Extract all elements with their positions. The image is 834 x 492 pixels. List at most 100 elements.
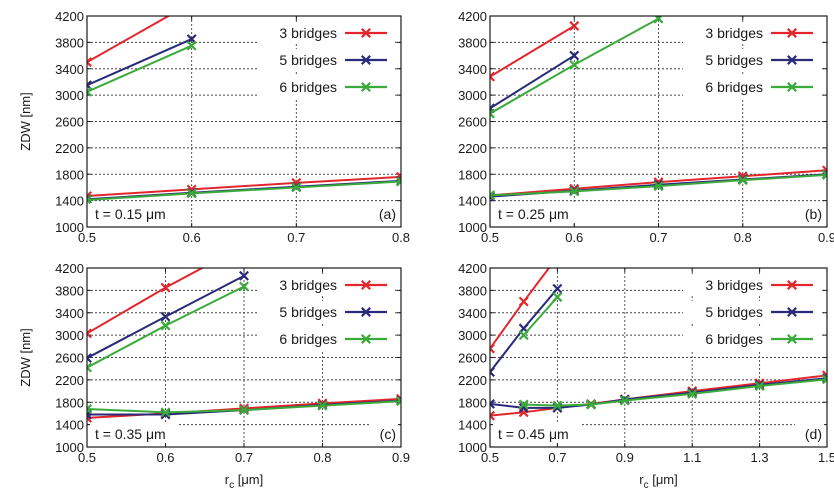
y-tick-label: 2200 <box>458 373 487 388</box>
series-line <box>87 44 193 93</box>
series-3-bridges-upper <box>87 16 171 68</box>
legend-bg <box>257 328 395 350</box>
data-point-marker <box>87 86 92 97</box>
panel-label: (a) <box>379 206 396 222</box>
data-point-marker <box>239 405 249 416</box>
legend-swatch-marker <box>787 82 797 92</box>
panel-label-bg <box>795 203 824 223</box>
x-tick-label: 0.6 <box>565 230 583 245</box>
y-tick-label: 3400 <box>458 306 487 321</box>
series-5-bridges-upper <box>87 34 197 91</box>
plot-frame <box>86 15 402 228</box>
y-tick-label: 3800 <box>458 35 487 50</box>
series-5-bridges-upper <box>490 283 563 378</box>
legend-label: 5 bridges <box>705 52 763 68</box>
data-point-marker <box>239 281 249 292</box>
y-tick-label: 3400 <box>55 62 84 77</box>
data-point-marker <box>160 311 171 322</box>
x-tick-label: 1.1 <box>683 450 701 465</box>
y-tick-label: 1000 <box>55 440 84 455</box>
series-5-bridges-upper <box>490 50 580 114</box>
x-axis-label: rc [μm] <box>225 472 264 491</box>
series-line <box>87 16 171 64</box>
legend-label: 3 bridges <box>705 277 763 293</box>
y-tick-label: 4200 <box>55 9 84 24</box>
legend-bg <box>683 76 821 98</box>
plot-area <box>490 16 827 202</box>
series-6-bridges-lower <box>490 169 827 201</box>
data-point-marker <box>160 282 171 293</box>
data-point-marker <box>490 190 495 201</box>
data-point-marker <box>518 330 529 341</box>
series-6-bridges-lower <box>87 176 401 205</box>
x-tick-label: 0.8 <box>313 450 331 465</box>
series-line <box>87 180 401 201</box>
data-point-marker <box>653 181 664 192</box>
series-3-bridges-lower <box>490 165 827 201</box>
x-tick-label: 0.7 <box>548 450 566 465</box>
thickness-annotation: t = 0.25 μm <box>498 206 569 222</box>
legend-label: 3 bridges <box>705 25 763 41</box>
legend: 3 bridges 5 bridges 6 bridges <box>683 274 821 350</box>
y-tick-label: 1800 <box>55 167 84 182</box>
y-tick-label: 1400 <box>458 194 487 209</box>
data-point-marker <box>552 283 563 294</box>
x-tick-label: 0.5 <box>78 450 96 465</box>
data-point-marker <box>396 176 401 187</box>
y-tick-label: 2600 <box>458 351 487 366</box>
series-6-bridges-upper <box>87 40 197 97</box>
legend-swatch-marker <box>361 55 371 65</box>
data-point-marker <box>569 20 580 31</box>
legend-swatch-marker <box>787 55 797 65</box>
y-tick-label: 3000 <box>458 328 487 343</box>
x-tick-label: 0.5 <box>78 230 96 245</box>
annotation-bg <box>90 423 178 443</box>
data-point-marker <box>586 399 597 410</box>
legend-bg <box>257 22 395 44</box>
plot-area <box>490 268 827 421</box>
legend-bg <box>257 49 395 71</box>
data-point-marker <box>490 108 495 119</box>
panel-4: 1000 1400 1800 2200 2600 3000 3400 3800 4200 0.5 0… <box>458 261 834 491</box>
y-tick-label: 3000 <box>458 88 487 103</box>
panel-label-bg <box>369 203 398 223</box>
plot-frame <box>86 267 402 448</box>
legend-label: 6 bridges <box>705 79 763 95</box>
data-point-marker <box>490 410 495 421</box>
legend-bg <box>683 301 821 323</box>
legend-swatch-marker <box>787 28 797 38</box>
y-tick-label: 3400 <box>55 306 84 321</box>
annotation-bg <box>90 203 178 223</box>
data-point-marker <box>619 395 630 406</box>
panel-1: 1000 1400 1800 2200 2600 3000 3400 3800 4200 0.5 0… <box>18 9 410 245</box>
data-point-marker <box>490 398 495 409</box>
data-point-marker <box>160 320 171 331</box>
panel-label: (c) <box>380 426 396 442</box>
legend-bg <box>257 301 395 323</box>
data-point-marker <box>737 175 748 186</box>
data-point-marker <box>490 71 495 82</box>
data-point-marker <box>653 16 664 24</box>
x-tick-label: 0.5 <box>481 230 499 245</box>
thickness-annotation: t = 0.15 μm <box>95 206 166 222</box>
y-tick-label: 1000 <box>458 220 487 235</box>
data-point-marker <box>240 241 248 249</box>
legend-bg <box>683 274 821 296</box>
data-point-marker <box>569 59 580 70</box>
legend-label: 3 bridges <box>279 277 337 293</box>
data-point-marker <box>87 353 92 364</box>
legend-swatch-marker <box>787 307 797 317</box>
x-tick-label: 0.5 <box>481 450 499 465</box>
y-tick-label: 2600 <box>458 115 487 130</box>
data-point-marker <box>552 292 563 303</box>
plot-area <box>87 16 401 205</box>
y-tick-label: 2200 <box>55 141 84 156</box>
legend-label: 5 bridges <box>705 304 763 320</box>
y-tick-label: 2200 <box>55 373 84 388</box>
panel-3: 1000 1400 1800 2200 2600 3000 3400 3800 4200 0.5 0… <box>18 241 410 491</box>
y-tick-label: 3000 <box>55 328 84 343</box>
series-6-bridges-upper <box>490 16 664 119</box>
legend: 3 bridges 5 bridges 6 bridges <box>257 274 395 350</box>
data-point-marker <box>569 50 580 61</box>
